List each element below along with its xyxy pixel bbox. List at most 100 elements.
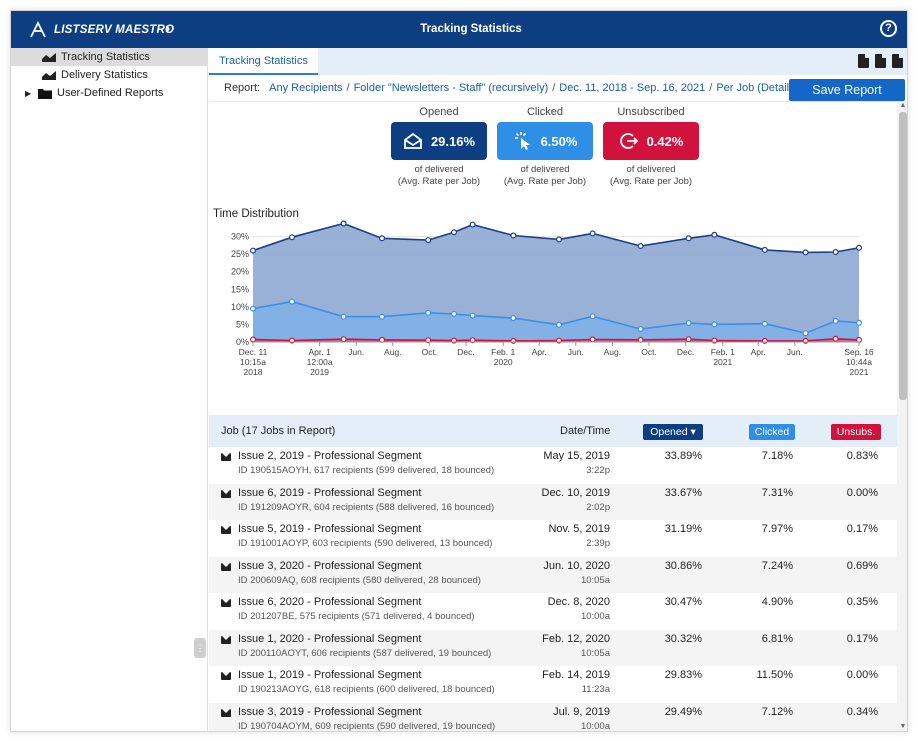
job-date: Dec. 10, 2019 [541,486,611,499]
stat-value: 0.42% [646,133,684,149]
export-excel-icon[interactable] [875,54,886,68]
report-recipients-link[interactable]: Any Recipients [269,82,343,94]
tab-tracking-statistics[interactable]: Tracking Statistics [209,48,318,75]
main-panel: Tracking Statistics Report: Any Recipien… [209,48,907,732]
table-row[interactable]: Issue 6, 2019 - Professional Segment ID 1… [209,483,897,520]
report-content: Opened 29.16% of delivered (Avg. Rate per… [209,102,907,732]
data-point [469,312,476,319]
sidebar-item-delivery-statistics[interactable]: Delivery Statistics [11,66,207,84]
x-tick-label: Jun. [568,347,584,357]
job-clicked-rate: 7.12% [761,705,793,718]
scroll-down-icon[interactable]: ▼ [899,723,907,730]
x-tick-label: 10:15a [240,357,266,367]
x-tick-label: 2018 [244,367,263,377]
table-row[interactable]: Issue 2, 2019 - Professional Segment ID 1… [209,447,897,484]
job-id-line: ID 190704AOYM, 609 recipients (590 deliv… [238,720,496,732]
job-id-line: ID 190213AOYG, 618 recipients (600 deliv… [238,684,495,695]
x-tick-label: Dec. [677,347,694,357]
data-point [469,221,476,228]
chevron-right-icon[interactable]: › [165,20,171,37]
job-name[interactable]: Issue 1, 2020 - Professional Segment [238,632,422,645]
job-name[interactable]: Issue 3, 2020 - Professional Segment [238,559,422,572]
data-point [425,337,432,344]
x-tick-label: Jun. [348,347,364,357]
job-opened-rate: 33.67% [664,486,702,499]
report-folder-link[interactable]: Folder "Newsletters - Staff" (recursivel… [353,82,549,94]
stat-box: 29.16% [391,122,487,160]
y-tick-label: 0% [236,337,249,347]
envelope-icon [221,562,231,571]
date-column-header[interactable]: Date/Time [560,425,611,437]
table-row[interactable]: Issue 5, 2019 - Professional Segment ID 1… [209,520,897,557]
job-name[interactable]: Issue 5, 2019 - Professional Segment [238,523,422,535]
folder-icon [38,88,52,99]
sidebar-item-tracking-statistics[interactable]: Tracking Statistics [11,48,207,66]
opened-column-sort[interactable]: Opened ▾ [643,424,703,440]
x-tick-label: Aug. [384,347,402,357]
data-point [510,337,517,344]
data-point [855,244,862,251]
vertical-scrollbar[interactable]: ▲ ▼ [897,102,907,731]
job-unsubs-rate: 0.35% [846,596,878,608]
job-clicked-rate: 4.90% [761,596,793,608]
stat-opened: Opened 29.16% of delivered (Avg. Rate per… [391,106,487,188]
save-report-button[interactable]: Save Report [789,79,905,101]
exit-icon [619,133,638,149]
y-tick-label: 10% [231,302,249,312]
data-point [637,325,644,332]
data-point [340,220,347,227]
unsubs-column-sort[interactable]: Unsubs. [831,424,881,440]
data-point [711,321,718,328]
table-row[interactable]: Issue 1, 2020 - Professional Segment ID 2… [209,629,897,666]
report-date-range-link[interactable]: Dec. 11, 2018 - Sep. 16, 2021 [559,82,706,94]
scrollbar-thumb[interactable] [899,112,907,400]
brand[interactable]: LISTSERV MAESTRO [29,11,174,48]
job-name[interactable]: Issue 1, 2019 - Professional Segment [238,669,422,681]
data-point [425,309,432,316]
export-pdf-icon[interactable] [858,54,869,68]
table-row[interactable]: Issue 3, 2020 - Professional Segment ID 2… [209,556,897,593]
data-point [637,243,644,250]
job-time: 10:05a [580,647,610,659]
job-opened-rate: 30.86% [664,559,702,572]
clicked-column-sort[interactable]: Clicked [749,424,795,440]
stat-label: Opened [419,106,459,118]
scroll-up-icon[interactable]: ▲ [899,102,907,109]
report-mode-link[interactable]: Per Job (Details) [716,82,799,94]
table-row[interactable]: Issue 3, 2019 - Professional Segment ID 1… [209,702,897,732]
stat-sub: of delivered (Avg. Rate per Job) [397,164,481,187]
envelope-icon [221,672,231,680]
tree-expand-icon[interactable]: ▶ [25,88,32,98]
y-tick-label: 20% [231,267,249,277]
series-area-opened [253,223,859,342]
job-name[interactable]: Issue 6, 2020 - Professional Segment [238,596,422,608]
x-tick-label: Aug. [604,347,622,357]
data-point [589,313,596,320]
data-point [249,336,256,343]
sidebar-item-user-defined-reports[interactable]: ▶ User-Defined Reports [11,84,207,102]
table-row[interactable]: Issue 1, 2019 - Professional Segment ID 1… [209,666,897,703]
data-point [761,246,768,253]
summary-stats: Opened 29.16% of delivered (Avg. Rate per… [391,106,711,196]
data-point [832,335,839,342]
data-point [711,231,718,238]
data-point [451,310,458,317]
export-csv-icon[interactable] [892,54,903,68]
job-unsubs-rate: 0.17% [846,523,878,535]
data-point [685,336,692,343]
envelope-icon [221,489,231,498]
table-row[interactable]: Issue 6, 2020 - Professional Segment ID 2… [209,593,897,630]
question-circle-icon[interactable]: ? [880,20,897,37]
top-bar: LISTSERV MAESTRO › Tracking Statistics ? [11,11,907,48]
sidebar-collapse-handle[interactable]: ⋮ [194,638,206,658]
job-id-line: ID 200110AOYT, 606 recipients (587 deliv… [238,647,492,659]
job-name[interactable]: Issue 2, 2019 - Professional Segment [238,450,422,462]
data-point [685,319,692,326]
job-name[interactable]: Issue 3, 2019 - Professional Segment [238,705,422,718]
job-opened-rate: 29.49% [664,705,702,718]
jobs-table-header: Job (17 Jobs in Report) Date/Time Opened… [209,415,897,447]
job-name[interactable]: Issue 6, 2019 - Professional Segment [238,486,422,499]
envelope-open-icon [404,132,422,149]
app-window: LISTSERV MAESTRO › Tracking Statistics ?… [10,10,908,732]
